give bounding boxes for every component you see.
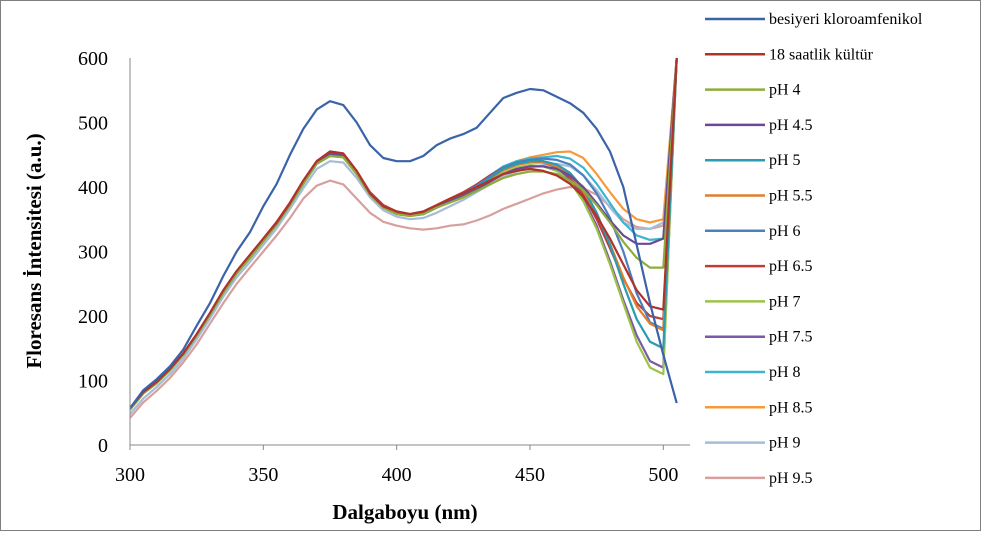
series-line-11 (130, 57, 678, 411)
y-tick-label: 300 (78, 242, 108, 264)
legend-label: pH 6 (769, 223, 801, 240)
legend-label: pH 6.5 (769, 258, 813, 275)
y-tick-label: 400 (78, 177, 108, 199)
x-axis-title: Dalgaboyu (nm) (332, 500, 477, 524)
legend-label: pH 5.5 (769, 188, 813, 205)
legend-label: pH 4 (769, 82, 801, 99)
legend-label: 18 saatlik kültür (769, 46, 874, 63)
y-tick-label: 500 (78, 113, 108, 135)
y-tick-label: 600 (78, 48, 108, 70)
legend-label: besiyeri kloroamfenikol (769, 11, 923, 28)
series-line-7 (130, 57, 678, 410)
legend-label: pH 8.5 (769, 399, 813, 416)
series-line-5 (130, 57, 678, 411)
legend-label: pH 9 (769, 435, 801, 452)
legend-label: pH 8 (769, 364, 801, 381)
x-tick-label: 500 (648, 464, 678, 486)
x-tick-label: 450 (515, 464, 545, 486)
x-tick-label: 300 (115, 464, 145, 486)
y-axis-title: Floresans İntensitesi (a.u.) (22, 133, 46, 368)
series-line-2 (130, 57, 678, 409)
y-tick-label: 0 (98, 435, 108, 457)
series-line-4 (130, 57, 678, 410)
x-tick-label: 400 (382, 464, 412, 486)
legend-label: pH 4.5 (769, 117, 813, 134)
series-line-12 (130, 57, 678, 410)
series-line-6 (130, 57, 678, 410)
y-tick-label: 100 (78, 371, 108, 393)
legend-label: pH 9.5 (769, 470, 813, 487)
legend-label: pH 5 (769, 152, 801, 169)
series-line-14 (130, 57, 678, 419)
series-line-10 (130, 57, 678, 410)
axis-layer: 0 100 200 300 400 500 600 300 350 400 450 500 (78, 48, 690, 486)
y-tick-label: 200 (78, 306, 108, 328)
series-line-3 (130, 57, 678, 411)
legend-layer: besiyeri kloroamfenikol 18 saatlik kültür… (705, 11, 923, 487)
legend-label: pH 7 (769, 293, 801, 310)
x-tick-label: 350 (248, 464, 278, 486)
series-line-9 (130, 57, 678, 411)
series-layer (130, 57, 678, 419)
series-line-1 (130, 87, 678, 409)
series-line-13 (130, 57, 678, 415)
legend-label: pH 7.5 (769, 329, 813, 346)
series-line-8 (130, 57, 678, 409)
